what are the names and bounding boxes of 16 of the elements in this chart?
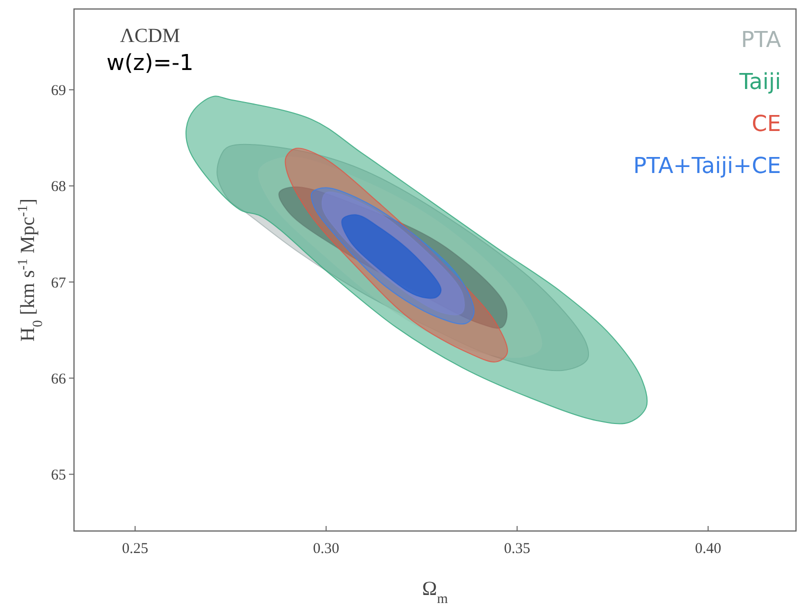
text: CE	[752, 112, 781, 137]
y-tick-label: 65	[51, 468, 66, 484]
text: PTA+Taiji+CE	[633, 154, 781, 179]
y-tick-label: 69	[51, 83, 66, 99]
x-tick-label: 0.30	[313, 541, 340, 557]
text: Taiji	[738, 70, 781, 95]
annotation: w(z)=-1	[106, 51, 194, 76]
x-tick-label: 0.25	[122, 541, 148, 557]
y-tick-label: 67	[51, 275, 66, 292]
text: PTA	[740, 28, 781, 53]
y-tick-label: 66	[51, 371, 66, 388]
x-tick-label: 0.35	[504, 541, 530, 557]
x-tick-label: 0.40	[695, 541, 722, 557]
x-axis-title: Ω$_{m}$	[422, 578, 448, 606]
annotation: ΛCDM	[120, 25, 180, 47]
y-tick-label: 68	[51, 179, 66, 196]
